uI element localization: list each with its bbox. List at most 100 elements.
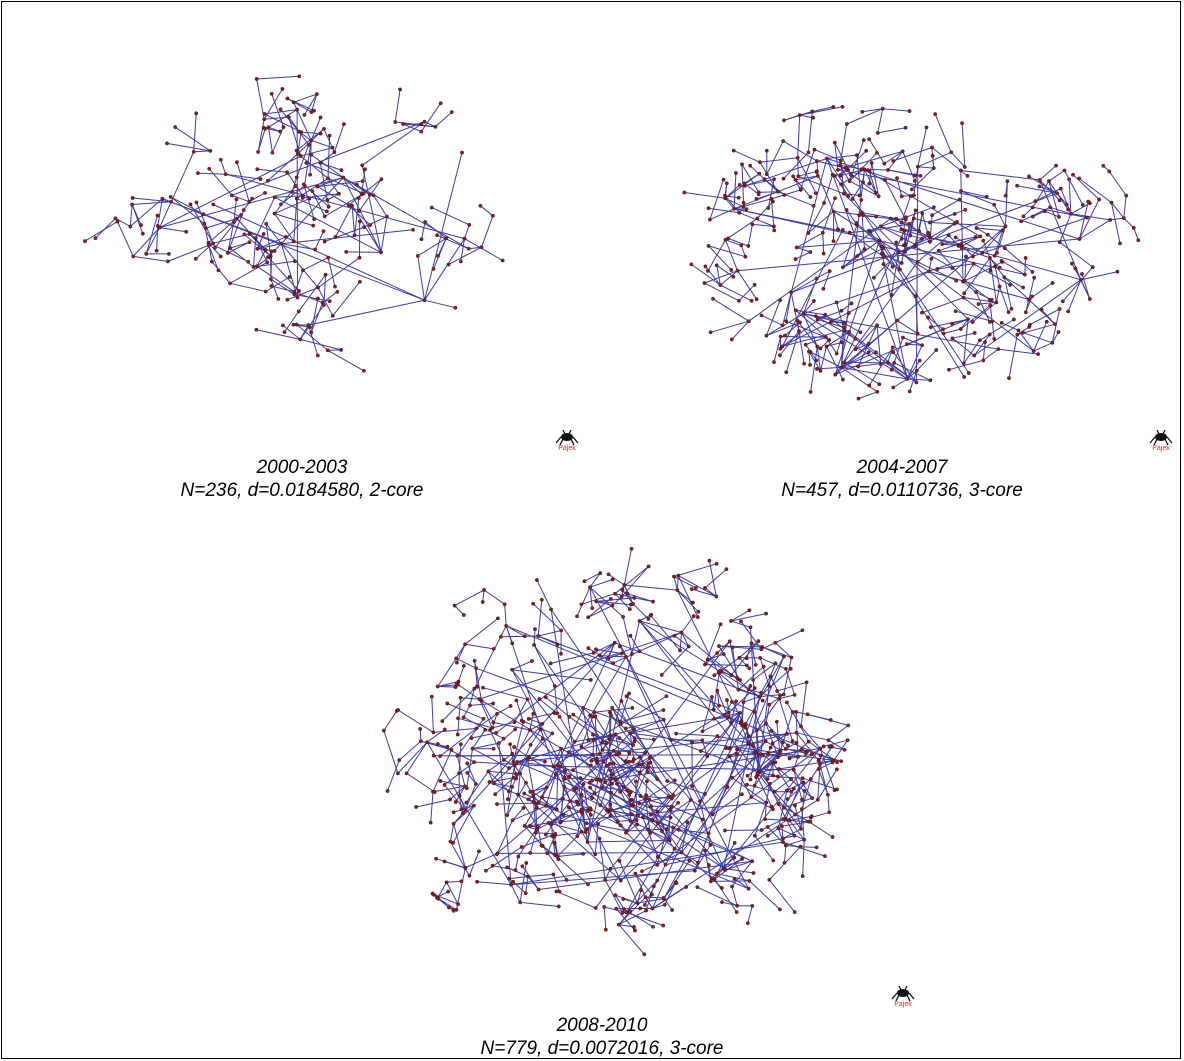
- network-edge: [796, 240, 880, 248]
- network-node: [914, 368, 919, 373]
- network-edge: [684, 192, 726, 199]
- network-node: [1023, 310, 1028, 315]
- network-node: [448, 839, 453, 844]
- network-node: [528, 823, 532, 828]
- network-node: [422, 119, 427, 124]
- network-node: [915, 331, 920, 336]
- network-node: [882, 161, 887, 166]
- network-node: [933, 112, 938, 116]
- network-edge: [314, 230, 324, 250]
- network-node: [904, 215, 908, 220]
- network-node: [784, 370, 789, 375]
- network-node: [752, 282, 757, 287]
- network-node: [785, 788, 789, 793]
- network-node: [472, 803, 476, 808]
- network-node: [672, 574, 676, 579]
- network-node: [673, 880, 678, 885]
- network-node: [620, 910, 625, 915]
- network-edge: [464, 618, 499, 645]
- network-node: [619, 699, 624, 704]
- network-node: [211, 241, 216, 246]
- network-edge: [761, 629, 803, 650]
- network-edge: [737, 748, 756, 754]
- network-node: [247, 232, 252, 236]
- network-node: [247, 240, 252, 245]
- network-node: [734, 699, 738, 704]
- network-node: [512, 745, 517, 749]
- network-stats: N=457, d=0.0110736, 3-core: [781, 480, 1023, 501]
- network-node: [875, 389, 880, 394]
- network-node: [815, 317, 820, 322]
- network-edge: [815, 315, 856, 340]
- network-edge: [820, 346, 827, 372]
- network-edge: [488, 770, 516, 775]
- network-node: [614, 781, 619, 786]
- network-node: [516, 792, 520, 797]
- network-node: [846, 194, 851, 199]
- network-node: [404, 771, 409, 776]
- network-node: [1060, 299, 1065, 304]
- network-edge: [691, 263, 721, 286]
- network-node: [507, 876, 512, 881]
- network-node: [632, 596, 637, 600]
- network-node: [711, 296, 715, 301]
- network-edge: [797, 115, 801, 158]
- network-edge: [494, 777, 514, 795]
- network-node: [718, 668, 723, 673]
- network-node: [831, 104, 836, 109]
- network-edge: [758, 191, 778, 193]
- network-node: [581, 782, 586, 786]
- network-edge: [458, 744, 462, 774]
- network-node: [298, 337, 303, 342]
- network-edge: [708, 245, 746, 258]
- network-node: [717, 644, 721, 649]
- network-edge: [1041, 309, 1056, 325]
- network-node: [798, 187, 803, 192]
- network-node: [875, 131, 880, 135]
- network-edge: [560, 809, 582, 823]
- network-node: [508, 742, 513, 747]
- network-node: [622, 583, 627, 587]
- network-edge: [1110, 217, 1124, 221]
- network-node: [700, 738, 705, 743]
- network-node: [510, 751, 515, 756]
- pajek-logo-icon: Pajek: [1149, 429, 1173, 454]
- network-edge: [868, 216, 907, 232]
- network-node: [914, 380, 919, 385]
- network-node: [589, 758, 594, 763]
- network-node: [929, 145, 934, 150]
- network-edge: [714, 712, 729, 720]
- network-node: [779, 824, 784, 828]
- network-node: [295, 295, 300, 300]
- network-node: [662, 902, 667, 907]
- network-node: [113, 216, 118, 221]
- network-node: [670, 908, 674, 912]
- network-node: [446, 262, 451, 267]
- network-node: [453, 305, 458, 310]
- network-node: [978, 234, 983, 239]
- network-edge: [626, 695, 664, 721]
- network-edge: [796, 232, 824, 248]
- network-node: [972, 331, 977, 335]
- network-edge: [447, 703, 484, 720]
- network-node: [929, 256, 934, 261]
- network-node: [771, 224, 776, 229]
- network-edge: [833, 210, 930, 272]
- network-edge: [869, 223, 910, 232]
- network-edge: [950, 151, 966, 168]
- network-node: [638, 794, 643, 798]
- network-node: [445, 744, 450, 749]
- network-node: [266, 255, 270, 260]
- network-node: [648, 831, 652, 836]
- network-edge: [741, 702, 744, 722]
- network-node: [587, 780, 592, 785]
- network-node: [588, 806, 593, 810]
- network-edge: [488, 770, 510, 792]
- network-edge: [465, 643, 494, 650]
- network-edge: [714, 878, 738, 913]
- network-node: [741, 200, 746, 205]
- network-node: [750, 222, 755, 227]
- network-node: [193, 256, 198, 261]
- network-node: [676, 800, 680, 805]
- network-node: [1108, 217, 1113, 222]
